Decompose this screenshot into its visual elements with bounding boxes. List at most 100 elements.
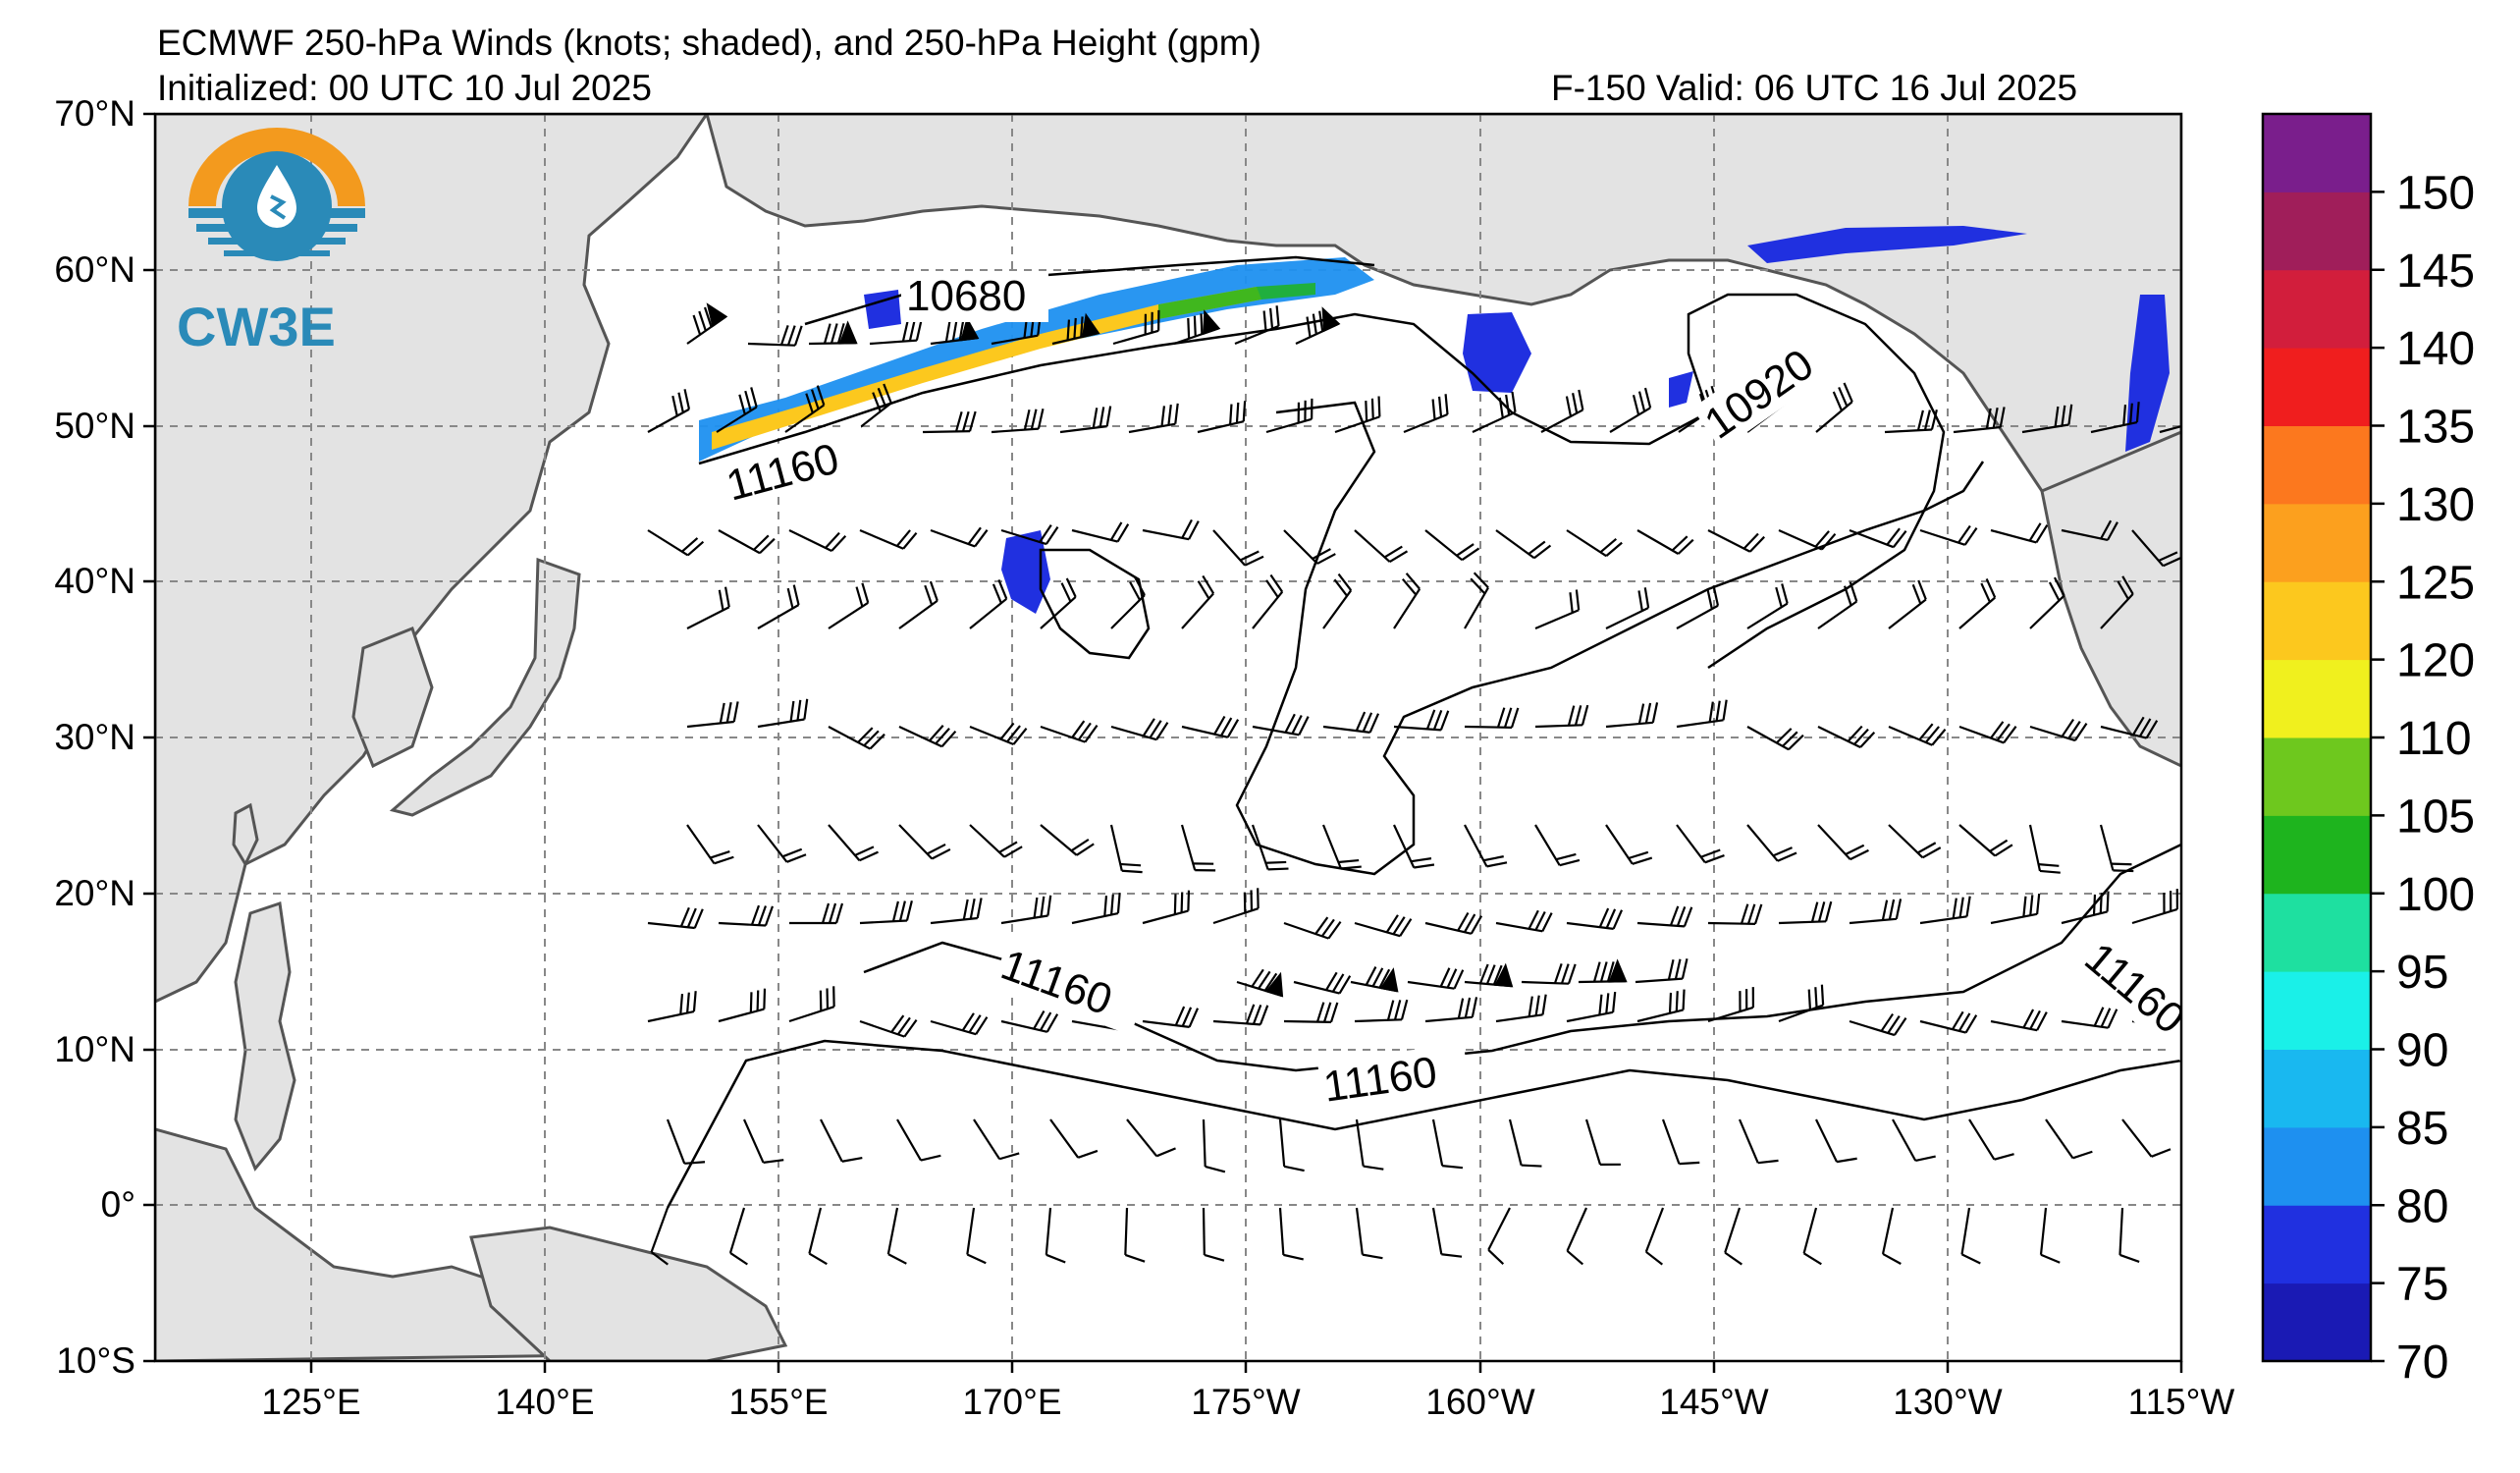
- wind-barb: [1508, 1118, 1542, 1168]
- wind-barb: [1071, 521, 1130, 543]
- colorbar-tick-label: 80: [2396, 1180, 2448, 1232]
- colorbar-bin: [2263, 191, 2371, 271]
- wind-barb: [1888, 723, 1947, 746]
- wind-barb: [1252, 713, 1310, 736]
- wind-barb: [896, 1118, 941, 1162]
- wind-barb: [1322, 711, 1380, 734]
- lat-label-70n: 70°N: [54, 93, 135, 134]
- wind-barb: [666, 1118, 706, 1165]
- wind-barb: [1283, 916, 1342, 940]
- wind-barb: [1431, 1207, 1463, 1258]
- wind-barb: [1534, 589, 1581, 630]
- wind-barb: [2131, 889, 2179, 925]
- indonesia-landmass: [155, 1127, 604, 1361]
- wind-barb: [1464, 962, 1514, 988]
- wind-barb: [1609, 387, 1652, 433]
- wind-barb: [2029, 718, 2088, 742]
- wind-barb: [1746, 583, 1789, 629]
- wind-barb: [1884, 409, 1938, 434]
- wind-barb: [1495, 529, 1552, 560]
- wind-barb: [1849, 1012, 1907, 1037]
- wind-barb: [808, 320, 858, 346]
- wind-barb: [2061, 891, 2110, 925]
- wind-barb: [1849, 527, 1907, 549]
- jet-core-green: [1158, 283, 1315, 319]
- jet-isolated-shading-6: [864, 290, 901, 329]
- wind-barb: [1534, 704, 1589, 729]
- wind-barb: [1112, 309, 1160, 346]
- wind-barb: [718, 904, 775, 927]
- wind-barb: [1059, 406, 1112, 434]
- wind-barb: [1322, 573, 1353, 629]
- wind-barb: [1393, 824, 1435, 869]
- wind-barb: [1040, 824, 1095, 856]
- wind-barb: [647, 906, 704, 930]
- wind-barb: [1892, 1118, 1936, 1163]
- wind-barb: [1293, 971, 1352, 995]
- colorbar-tick-label: 90: [2396, 1025, 2448, 1077]
- wind-barb: [1495, 909, 1553, 933]
- colorbar-bin: [2263, 1282, 2371, 1362]
- jet-isolated-shading-2: [1001, 530, 1050, 614]
- taiwan-landmass: [232, 802, 259, 868]
- wind-barb: [1960, 1207, 1981, 1265]
- wind-barb: [1212, 888, 1260, 925]
- contour-10680: [804, 255, 1375, 326]
- wind-barb: [1778, 984, 1825, 1023]
- wind-barb: [1540, 389, 1584, 433]
- wind-barb: [1472, 391, 1517, 433]
- wind-barb: [1040, 720, 1099, 743]
- wind-barb: [1049, 1118, 1099, 1159]
- wind-barb: [1815, 1118, 1857, 1164]
- colorbar-tick-label: 125: [2396, 557, 2475, 609]
- wind-barb: [1126, 1118, 1176, 1158]
- wind-barb: [2099, 824, 2134, 873]
- wind-barb: [1355, 1207, 1383, 1260]
- colorbar-tick-label: 70: [2396, 1337, 2448, 1389]
- colorbar-tick-label: 145: [2396, 246, 2475, 298]
- wind-barb: [1180, 824, 1216, 872]
- wind-barb: [973, 1118, 1020, 1161]
- wind-barb: [1566, 991, 1617, 1023]
- wind-barb: [991, 409, 1045, 434]
- wind-barb: [2045, 1118, 2093, 1160]
- wind-barb: [1990, 1009, 2048, 1032]
- colorbar-tick-label: 95: [2396, 947, 2448, 999]
- wind-barb: [1676, 699, 1728, 729]
- wind-barb: [1173, 309, 1221, 346]
- wind-barb: [1521, 963, 1577, 985]
- wind-barb: [1584, 1118, 1621, 1167]
- wind-barb: [1817, 824, 1869, 861]
- lon-label-115w: 115°W: [2128, 1382, 2235, 1422]
- wind-barb: [859, 528, 918, 550]
- wind-barb: [1045, 1207, 1066, 1264]
- colorbar-tick-label: 75: [2396, 1259, 2448, 1311]
- wind-barb: [1407, 967, 1465, 990]
- wind-barb: [1953, 407, 2006, 434]
- wind-barb: [757, 698, 809, 729]
- wind-barb: [1424, 997, 1478, 1023]
- wind-barb: [1990, 522, 2049, 544]
- wind-barb: [789, 902, 844, 925]
- wind-barb: [1252, 573, 1284, 629]
- wind-barb: [1355, 1118, 1384, 1171]
- wind-barb: [1393, 709, 1450, 732]
- wind-barb: [1212, 529, 1264, 567]
- colorbar-bin: [2263, 114, 2371, 192]
- wind-barb: [930, 526, 989, 548]
- wind-barb: [1124, 1207, 1146, 1263]
- wind-barb: [1464, 824, 1508, 868]
- wind-barb: [1040, 577, 1077, 629]
- wind-barb: [1110, 576, 1146, 629]
- colorbar-tick-label: 135: [2396, 402, 2475, 454]
- wind-barb: [1817, 725, 1876, 749]
- colorbar-bin: [2263, 893, 2371, 972]
- colorbar-tick-label: 150: [2396, 167, 2475, 219]
- wind-barb: [1958, 824, 2013, 857]
- wind-barb: [828, 824, 879, 862]
- wind-barb: [1958, 578, 1997, 629]
- wind-barb: [1000, 895, 1052, 925]
- wind-barb: [1605, 587, 1650, 629]
- lat-label-20n: 20°N: [54, 873, 135, 913]
- wind-barb: [1566, 1207, 1588, 1266]
